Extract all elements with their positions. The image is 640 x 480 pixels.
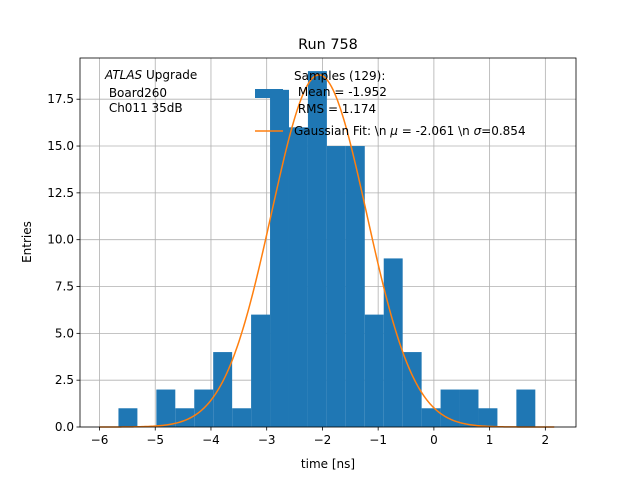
y-tick-label: 5.0 (55, 326, 74, 340)
x-tick-label: 2 (542, 433, 550, 447)
legend-fit-part-3: =0.854 (481, 124, 525, 138)
legend-fit-mu: μ (389, 124, 398, 138)
annotation-line-2: Board260 (105, 86, 167, 100)
histogram-bar (156, 389, 176, 427)
x-axis-ticks: −6 −5 −4 −3 −2 −1 0 1 2 (91, 427, 550, 447)
legend-samples-line-1: Samples (129): (294, 69, 385, 83)
histogram-bar (478, 408, 498, 427)
histogram-bar (232, 408, 252, 427)
histogram-bar (326, 146, 346, 428)
histogram-bar (383, 258, 403, 427)
annotation-box: ATLAS Upgrade Board260 Ch011 35dB (104, 68, 197, 115)
plot-frame (79, 57, 577, 428)
histogram-bar (213, 352, 233, 427)
y-tick-label: 15.0 (47, 139, 74, 153)
histogram-bar (307, 71, 327, 428)
histogram-bar (345, 146, 365, 428)
y-tick-label: 17.5 (47, 92, 74, 106)
annotation-upgrade: Upgrade (142, 68, 197, 82)
y-tick-label: 2.5 (55, 373, 74, 387)
y-tick-label: 12.5 (47, 186, 74, 200)
x-tick-label: −5 (146, 433, 164, 447)
annotation-line-1: ATLAS Upgrade (104, 68, 197, 82)
histogram-bar (459, 389, 479, 427)
x-tick-label: −1 (369, 433, 387, 447)
histogram-bar (402, 352, 422, 427)
legend: Samples (129): Mean = -1.952 RMS = 1.174… (255, 69, 526, 138)
y-tick-label: 0.0 (55, 420, 74, 434)
legend-samples-line-3: RMS = 1.174 (294, 102, 376, 116)
x-tick-label: −4 (202, 433, 220, 447)
legend-samples-line-2: Mean = -1.952 (294, 85, 387, 99)
histogram-bar (270, 89, 289, 427)
histogram-bars (118, 71, 536, 428)
histogram-bar (440, 389, 460, 427)
legend-fit-sigma: σ (474, 124, 482, 138)
histogram-bar (421, 408, 441, 427)
x-tick-label: −6 (91, 433, 109, 447)
histogram-bar (251, 314, 271, 427)
legend-fit-label: Gaussian Fit: \n μ = -2.061 \n σ=0.854 (294, 124, 526, 138)
gaussian-fit-curve (99, 74, 555, 428)
annotation-atlas: ATLAS (104, 68, 143, 82)
x-tick-label: −3 (258, 433, 276, 447)
histogram-bar (364, 314, 384, 427)
legend-samples-swatch (255, 89, 283, 98)
y-axis-label: Entries (20, 221, 34, 263)
y-tick-label: 7.5 (55, 280, 74, 294)
x-axis-label: time [ns] (301, 457, 355, 471)
x-tick-label: −2 (314, 433, 332, 447)
legend-fit-part-2: = -2.061 \n (398, 124, 474, 138)
x-tick-label: 1 (486, 433, 494, 447)
chart-title: Run 758 (298, 37, 358, 53)
histogram-bar (288, 127, 308, 427)
histogram-bar (516, 389, 536, 427)
x-tick-label: 0 (430, 433, 438, 447)
annotation-line-3: Ch011 35dB (105, 101, 183, 115)
y-axis-ticks: 0.0 2.5 5.0 7.5 10.0 12.5 15.0 17.5 (47, 92, 80, 434)
legend-fit-part-1: Gaussian Fit: \n (294, 124, 390, 138)
y-tick-label: 10.0 (47, 233, 74, 247)
histogram-bar (118, 408, 138, 427)
